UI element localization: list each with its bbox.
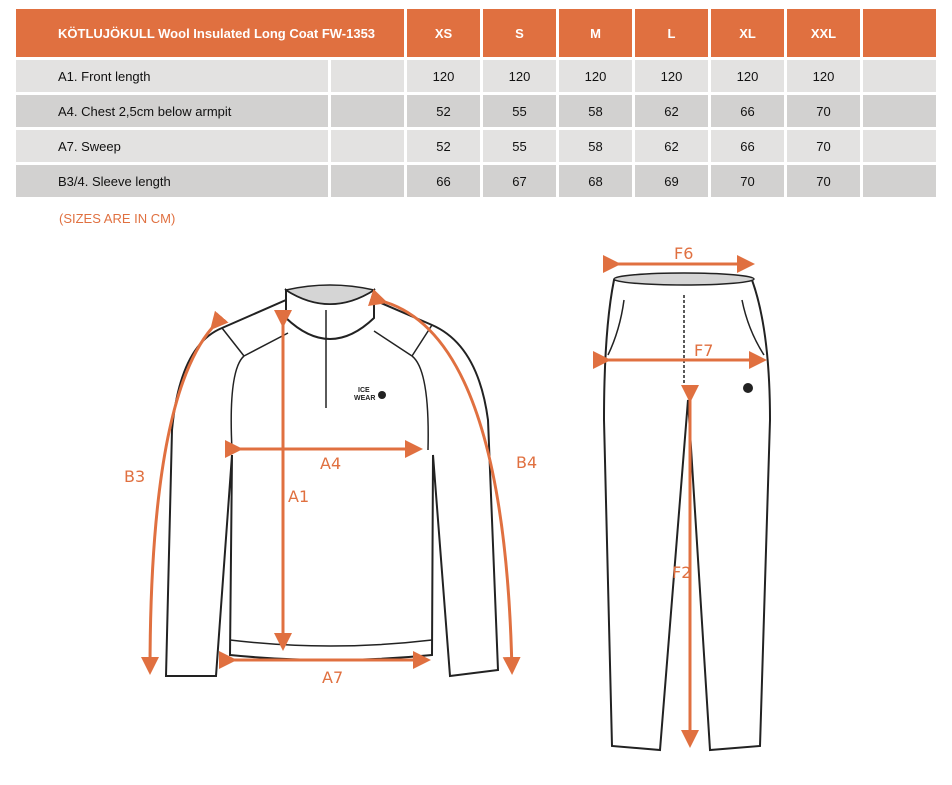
cell: 55: [483, 95, 556, 127]
jacket-drawing: ICE WEAR: [164, 284, 500, 678]
cell: 66: [711, 95, 784, 127]
cell: 67: [483, 165, 556, 197]
row-label: A7. Sweep: [16, 130, 328, 162]
pants-measurements: F6 F7 F2: [593, 244, 767, 748]
ice-wear-logo: ICE: [358, 387, 370, 394]
cell: 58: [559, 95, 632, 127]
row-label: B3/4. Sleeve length: [16, 165, 328, 197]
table-row: A4. Chest 2,5cm below armpit 52 55 58 62 66 7…: [16, 95, 936, 127]
blank-header: [863, 9, 936, 57]
b3-label: B3: [124, 467, 145, 486]
cell: 120: [711, 60, 784, 92]
snowflake-icon: [743, 383, 753, 393]
snowflake-icon: [378, 391, 386, 399]
cell: 70: [787, 95, 860, 127]
b4-label: B4: [516, 453, 537, 472]
table-row: A7. Sweep 52 55 58 62 66 70: [16, 130, 936, 162]
row-label: A1. Front length: [16, 60, 328, 92]
size-header: XXL: [787, 9, 860, 57]
table-row: B3/4. Sleeve length 66 67 68 69 70 70: [16, 165, 936, 197]
cell: 52: [407, 130, 480, 162]
table-row: A1. Front length 120 120 120 120 120 120: [16, 60, 936, 92]
cell: 55: [483, 130, 556, 162]
cell: 66: [711, 130, 784, 162]
cell: 66: [407, 165, 480, 197]
a1-label: A1: [288, 487, 309, 506]
b3-arrow: [141, 310, 229, 675]
f7-label: F7: [694, 341, 713, 360]
f2-label: F2: [672, 563, 691, 582]
cell: 62: [635, 95, 708, 127]
size-header: XS: [407, 9, 480, 57]
cell: 69: [635, 165, 708, 197]
cell: 120: [635, 60, 708, 92]
cell: 68: [559, 165, 632, 197]
cell: 70: [711, 165, 784, 197]
size-header: M: [559, 9, 632, 57]
cell: 62: [635, 130, 708, 162]
svg-text:WEAR: WEAR: [354, 395, 375, 402]
a4-label: A4: [320, 454, 341, 473]
size-header: S: [483, 9, 556, 57]
b4-arrow: [367, 288, 521, 675]
pants-drawing: [602, 272, 772, 752]
jacket-measurements: A4 A1 A7 B3 B4: [124, 288, 537, 687]
cell: 120: [483, 60, 556, 92]
cell: 52: [407, 95, 480, 127]
cell: 120: [407, 60, 480, 92]
a7-label: A7: [322, 668, 343, 687]
size-header: L: [635, 9, 708, 57]
size-chart-table: KÖTLUJÖKULL Wool Insulated Long Coat FW-…: [13, 6, 939, 200]
cell: 120: [787, 60, 860, 92]
cell: 70: [787, 130, 860, 162]
cell: 120: [559, 60, 632, 92]
cell: 58: [559, 130, 632, 162]
cell: 70: [787, 165, 860, 197]
header-row: KÖTLUJÖKULL Wool Insulated Long Coat FW-…: [16, 9, 936, 57]
f6-label: F6: [674, 244, 693, 263]
units-note: (SIZES ARE IN CM): [59, 211, 176, 226]
product-title: KÖTLUJÖKULL Wool Insulated Long Coat FW-…: [16, 9, 404, 57]
size-header: XL: [711, 9, 784, 57]
row-label: A4. Chest 2,5cm below armpit: [16, 95, 328, 127]
